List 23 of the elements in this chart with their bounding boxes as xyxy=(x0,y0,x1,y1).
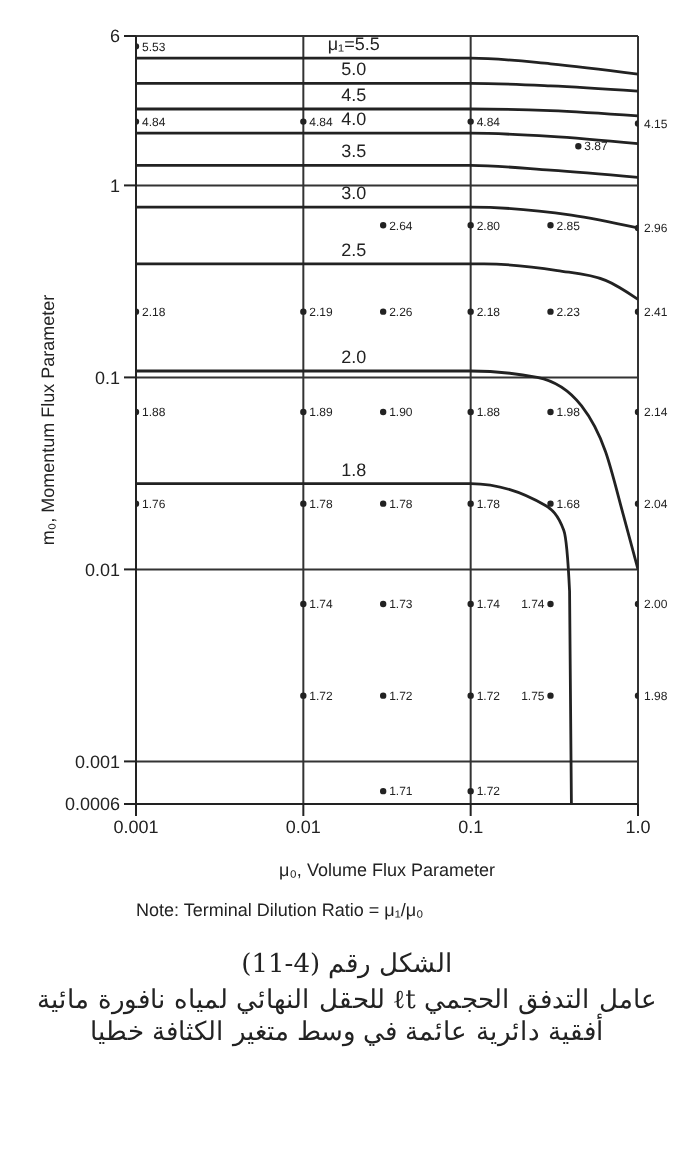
series-label: μ₁=5.5 xyxy=(327,34,380,55)
x-tick-label: 1.0 xyxy=(625,816,651,837)
x-tick-label: 0.01 xyxy=(285,816,321,837)
series-label: 4.0 xyxy=(341,109,367,130)
y-axis-title: m₀, Momentum Flux Parameter xyxy=(38,294,59,546)
series-label: 1.8 xyxy=(341,459,367,480)
y-tick-label: 0.0006 xyxy=(64,794,120,815)
series-label: 4.5 xyxy=(341,85,367,105)
series-label: 3.0 xyxy=(341,183,367,204)
text: Note: Terminal Dilution Ratio = μ₁/μ₀ xyxy=(134,900,426,920)
series-label: 3.5 xyxy=(341,141,367,162)
y-tick-label: 1 xyxy=(109,175,120,196)
series-label: 5.0 xyxy=(341,59,367,80)
series-label: 2.5 xyxy=(341,239,367,260)
y-tick-label: 0.1 xyxy=(94,367,120,388)
y-tick-label: 0.001 xyxy=(74,751,120,772)
x-axis-title: μ₀, Volume Flux Parameter xyxy=(279,860,495,880)
text: عامل التدفق الحجمي ℓt للحقل النهائي لمياه نافورة مائية أفقية دائرية عائمة في وسط متغير الكثافة خطيا xyxy=(35,984,659,1048)
text: الشكل رقم (4-11) xyxy=(239,948,455,980)
y-tick-label: 6 xyxy=(109,26,120,47)
series-label: 2.0 xyxy=(341,346,367,367)
x-tick-label: 0.1 xyxy=(458,816,484,837)
y-tick-label: 0.01 xyxy=(84,559,120,580)
